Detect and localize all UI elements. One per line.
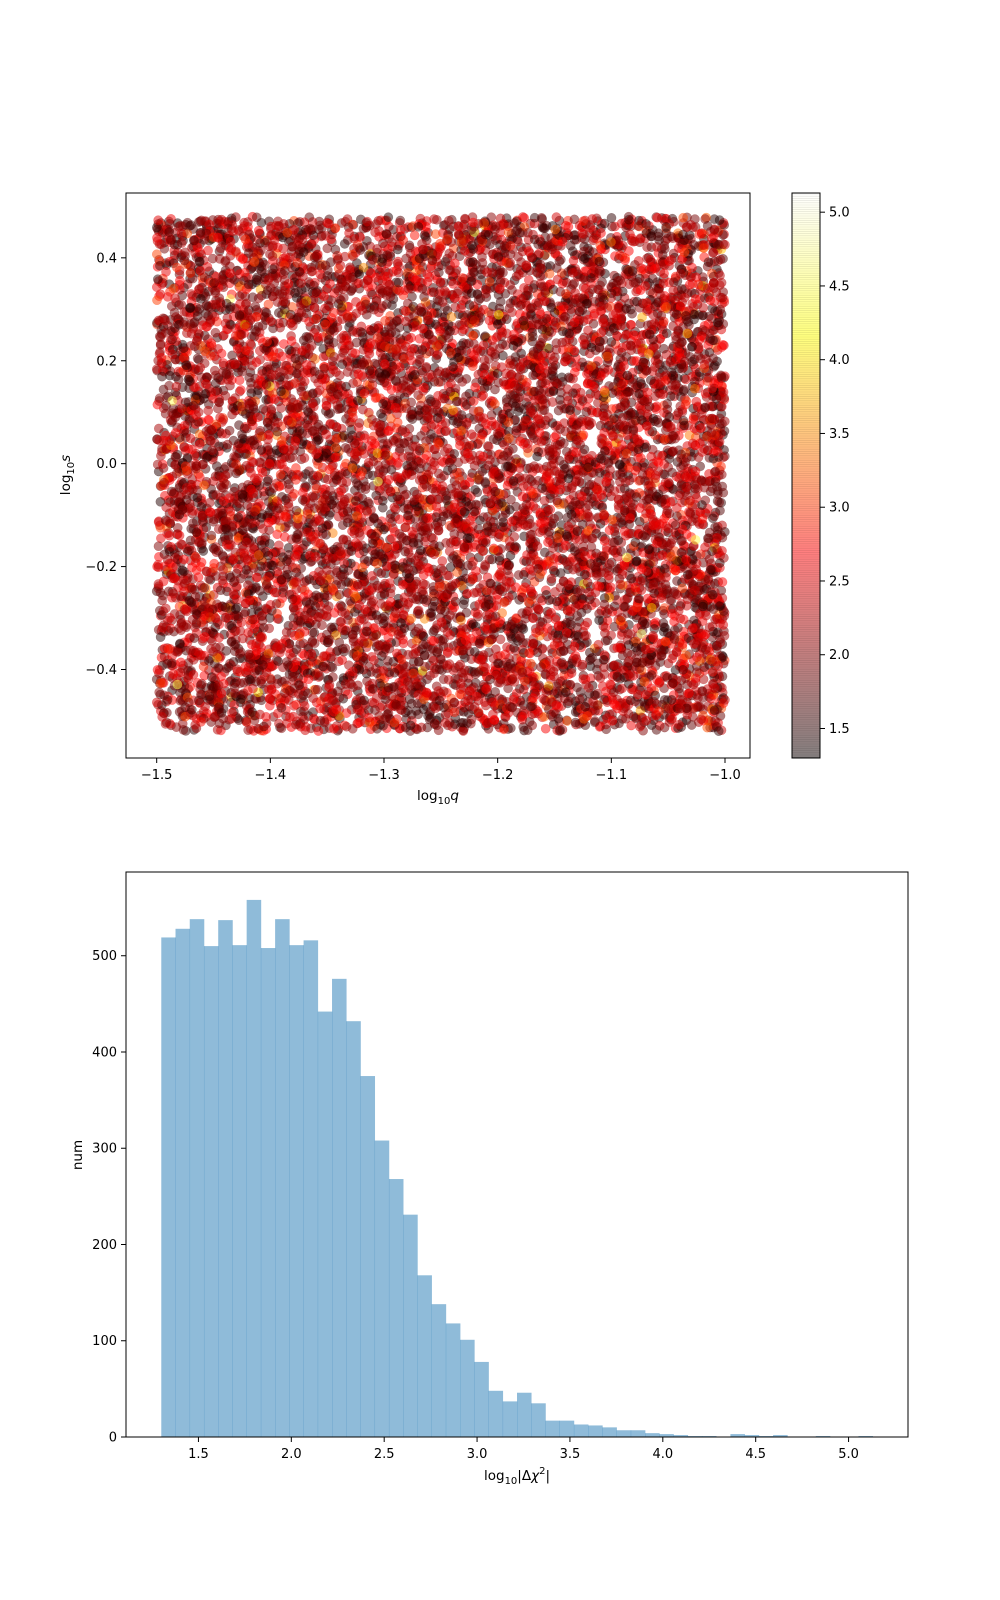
scatter-point [493, 532, 504, 543]
scatter-point [578, 674, 589, 684]
scatter-point [338, 347, 348, 358]
scatter-point [215, 243, 226, 254]
scatter-point [395, 215, 406, 226]
scatter-point [678, 212, 689, 223]
scatter-point [210, 327, 221, 338]
scatter-point [413, 390, 424, 400]
scatter-point [712, 496, 723, 506]
scatter-point [589, 717, 600, 728]
scatter-point [444, 546, 455, 557]
scatter-point [333, 404, 343, 415]
scatter-point [263, 299, 274, 310]
scatter-point [209, 351, 220, 361]
scatter-panel: −1.5 −1.4 −1.3 −1.2 −1.1 −1.0 −0.4−0.20.00.20… [58, 192, 751, 807]
scatter-point [663, 658, 674, 669]
scatter-point [467, 574, 478, 585]
scatter-point [168, 669, 179, 679]
scatter-points [151, 211, 730, 736]
scatter-point [389, 502, 400, 513]
scatter-point [339, 239, 350, 249]
scatter-point [549, 554, 559, 564]
scatter-point [472, 609, 483, 619]
scatter-point [562, 716, 573, 726]
